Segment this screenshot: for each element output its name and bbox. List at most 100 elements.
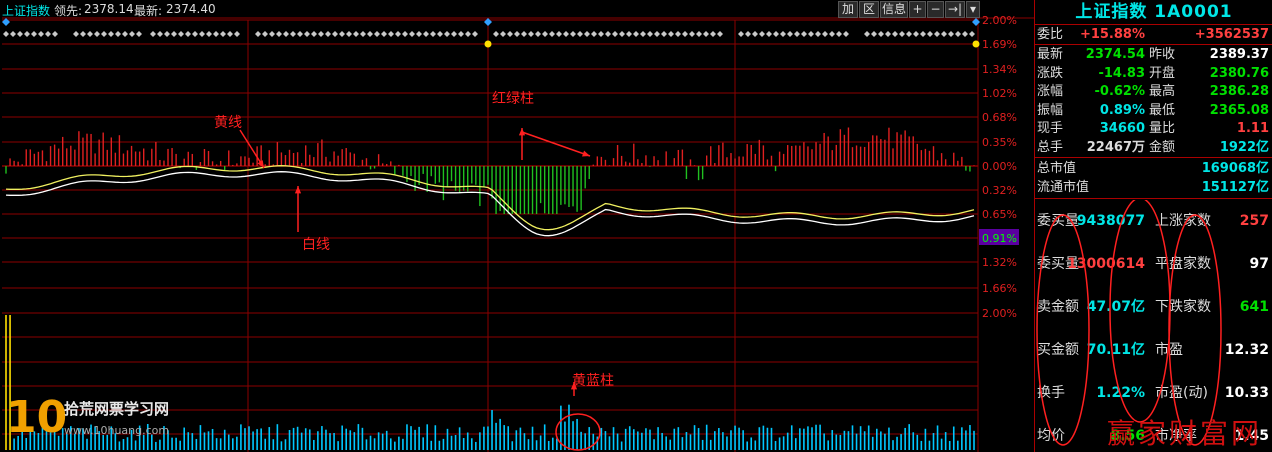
event-diamond-icon bbox=[122, 31, 128, 37]
event-diamond-icon bbox=[563, 31, 569, 37]
event-diamond-icon bbox=[815, 31, 821, 37]
event-diamond-icon bbox=[787, 31, 793, 37]
event-diamond-icon bbox=[801, 31, 807, 37]
breadth-label: 买金额 bbox=[1037, 342, 1079, 358]
event-diamond-icon bbox=[885, 31, 891, 37]
event-diamond-icon bbox=[794, 31, 800, 37]
event-diamond-icon bbox=[311, 31, 317, 37]
white-line bbox=[5, 171, 975, 237]
quote-label: 量比 bbox=[1149, 121, 1176, 136]
event-diamond-icon bbox=[892, 31, 898, 37]
event-diamond-icon bbox=[332, 31, 338, 37]
event-diamond-icon bbox=[353, 31, 359, 37]
event-diamond-icon bbox=[906, 31, 912, 37]
event-diamond-icon bbox=[416, 31, 422, 37]
breadth-label: 平盘家数 bbox=[1155, 256, 1211, 272]
event-diamond-icon bbox=[108, 31, 114, 37]
chart-header: 上证指数 领先: 2378.14 最新: 2374.40 bbox=[0, 0, 1034, 18]
latest-label: 最新: bbox=[134, 4, 163, 18]
event-diamond-icon bbox=[227, 31, 233, 37]
marker-diamond-icon bbox=[484, 18, 492, 26]
event-diamond-icon bbox=[10, 31, 16, 37]
event-diamond-icon bbox=[94, 31, 100, 37]
info-button[interactable]: 信息 bbox=[880, 1, 908, 18]
axis-tick-label: 1.34% bbox=[982, 63, 1017, 76]
quote-value: 2389.37 bbox=[1209, 47, 1269, 62]
chart-canvas[interactable]: 2.00% 1.69% 1.34% 1.02% 0.68% 0.35% 0.00% 0.32%… bbox=[0, 0, 1034, 452]
zoom-out-icon[interactable]: − bbox=[927, 1, 944, 18]
axis-tick-label: 0.32% bbox=[982, 184, 1017, 197]
quote-value: -0.62% bbox=[1094, 84, 1146, 99]
event-diamond-icon bbox=[129, 31, 135, 37]
event-diamond-icon bbox=[402, 31, 408, 37]
axis-tick-label: 1.66% bbox=[982, 282, 1017, 295]
intraday-chart[interactable]: 2.00% 1.69% 1.34% 1.02% 0.68% 0.35% 0.00% 0.32%… bbox=[0, 0, 1034, 452]
event-diamond-icon bbox=[346, 31, 352, 37]
quote-label: 最高 bbox=[1149, 84, 1176, 99]
divider bbox=[1035, 157, 1272, 158]
event-diamond-icon bbox=[542, 31, 548, 37]
current-price-marker bbox=[979, 229, 1019, 245]
weibi-label: 委比 bbox=[1037, 27, 1064, 42]
add-button[interactable]: 加 bbox=[838, 1, 858, 18]
event-diamond-icon bbox=[570, 31, 576, 37]
event-diamond-icon bbox=[962, 31, 968, 37]
quote-row: 振幅 0.89% 最低 2365.08 bbox=[1035, 102, 1272, 120]
breadth-value: 257 bbox=[1239, 213, 1269, 229]
breadth-label: 均价 bbox=[1037, 428, 1065, 444]
event-diamond-icon bbox=[759, 31, 765, 37]
event-diamond-icon bbox=[654, 31, 660, 37]
breadth-value: 13000614 bbox=[1067, 256, 1145, 272]
axis-tick-label: 2.00% bbox=[982, 14, 1017, 27]
quote-label: 开盘 bbox=[1149, 65, 1176, 81]
quote-label: 昨收 bbox=[1149, 47, 1176, 62]
quote-label: 最低 bbox=[1149, 102, 1176, 118]
event-diamond-icon bbox=[605, 31, 611, 37]
market-cap-label: 总市值 bbox=[1037, 161, 1077, 176]
event-diamond-icon bbox=[633, 31, 639, 37]
event-diamond-icon bbox=[199, 31, 205, 37]
event-diamond-icon bbox=[913, 31, 919, 37]
breadth-value: 12.32 bbox=[1224, 342, 1269, 358]
zoom-in-icon[interactable]: + bbox=[909, 1, 926, 18]
section-button[interactable]: 区 bbox=[859, 1, 879, 18]
event-diamond-icon bbox=[3, 31, 9, 37]
event-diamond-icon bbox=[24, 31, 30, 37]
event-diamond-icon bbox=[808, 31, 814, 37]
event-diamond-icon bbox=[493, 31, 499, 37]
event-diamond-icon bbox=[598, 31, 604, 37]
breadth-value: 1.45 bbox=[1234, 428, 1269, 444]
event-diamond-icon bbox=[472, 31, 478, 37]
logo-number: 10 bbox=[6, 392, 68, 443]
event-diamond-icon bbox=[626, 31, 632, 37]
quote-label: 涨跌 bbox=[1037, 65, 1064, 81]
event-diamond-icon bbox=[675, 31, 681, 37]
jump-end-icon[interactable]: →| bbox=[945, 1, 965, 18]
event-diamond-icon bbox=[878, 31, 884, 37]
event-diamond-icon bbox=[717, 31, 723, 37]
event-diamond-icon bbox=[829, 31, 835, 37]
event-diamond-icon bbox=[318, 31, 324, 37]
event-diamond-icon bbox=[409, 31, 415, 37]
event-diamond-icon bbox=[150, 31, 156, 37]
event-diamond-icon bbox=[325, 31, 331, 37]
quote-value: 2374.54 bbox=[1085, 47, 1145, 62]
event-diamond-icon bbox=[843, 31, 849, 37]
event-diamond-icon bbox=[521, 31, 527, 37]
event-diamond-icon bbox=[31, 31, 37, 37]
breadth-label: 卖金额 bbox=[1037, 299, 1079, 315]
annotation-arrow bbox=[239, 129, 265, 169]
event-diamond-icon bbox=[556, 31, 562, 37]
event-diamond-icon bbox=[213, 31, 219, 37]
breadth-label: 委买量 bbox=[1037, 256, 1079, 272]
annotation-ovals bbox=[1036, 200, 1222, 446]
breadth-value: 70.11亿 bbox=[1086, 342, 1145, 358]
axis-tick-label: 2.00% bbox=[982, 307, 1017, 320]
event-diamond-icon bbox=[647, 31, 653, 37]
event-diamond-icon bbox=[703, 31, 709, 37]
event-diamond-icon bbox=[738, 31, 744, 37]
event-diamond-icon bbox=[290, 31, 296, 37]
event-diamond-icon bbox=[780, 31, 786, 37]
event-diamond-icon bbox=[920, 31, 926, 37]
dropdown-icon[interactable]: ▾ bbox=[966, 1, 980, 18]
